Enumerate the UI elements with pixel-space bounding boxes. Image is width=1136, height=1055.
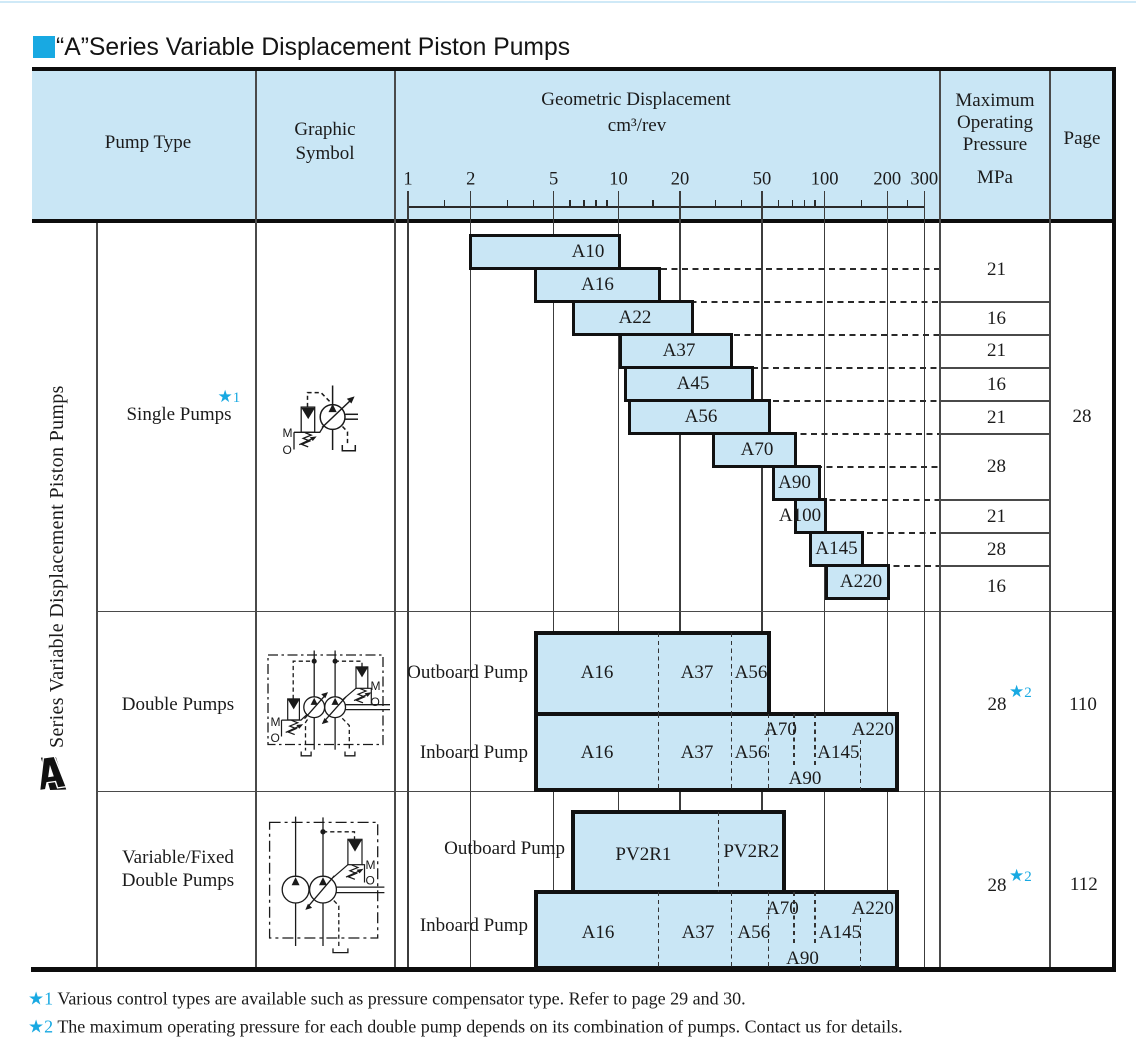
svg-text:M: M: [271, 715, 281, 729]
svg-text:M: M: [366, 858, 376, 872]
svg-text:M: M: [283, 426, 293, 440]
svg-text:O: O: [366, 873, 375, 887]
svg-text:O: O: [283, 443, 292, 457]
svg-text:O: O: [371, 695, 380, 709]
svg-text:M: M: [371, 679, 381, 693]
svg-text:O: O: [271, 731, 280, 745]
